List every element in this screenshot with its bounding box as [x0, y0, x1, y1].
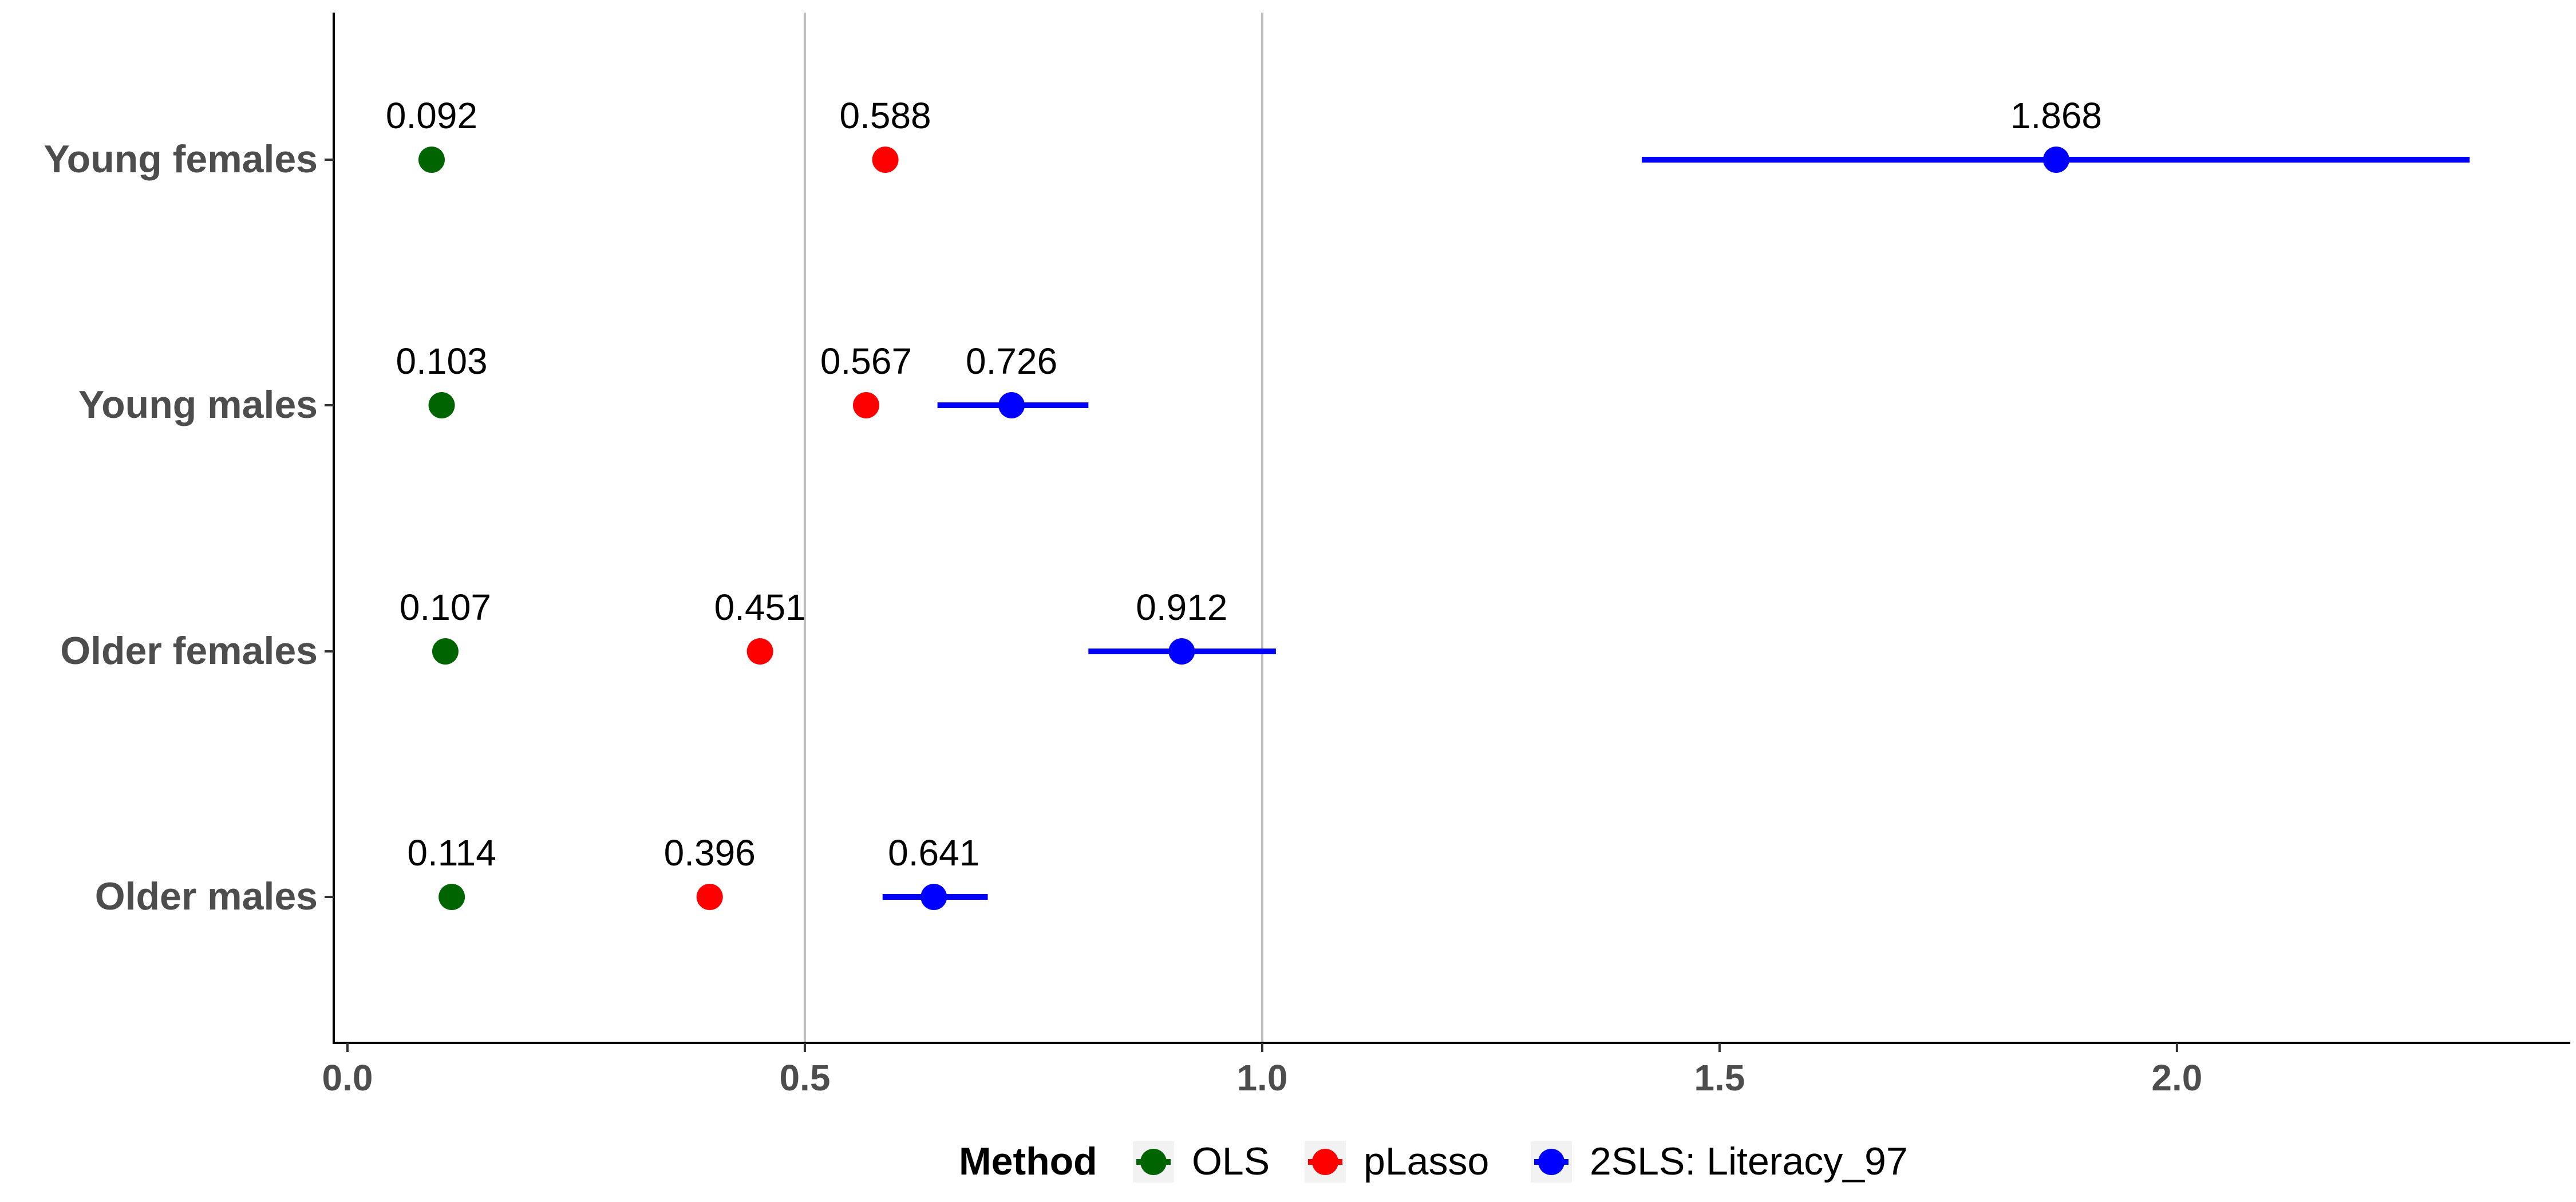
point-ols [428, 392, 455, 418]
y-category-label: Young males [78, 383, 318, 426]
y-category-label: Young females [44, 137, 318, 181]
data-label-ols: 0.103 [396, 341, 487, 382]
x-axis-ticks: 0.0 0.5 1.0 1.5 2.0 [322, 1043, 2202, 1098]
legend-title: Method [959, 1140, 1097, 1183]
point-plasso [853, 392, 880, 418]
x-tick-label: 0.0 [322, 1057, 373, 1098]
point-2sls-literacy-97 [2042, 147, 2069, 173]
legend-label-2sls-literacy-97: 2SLS: Literacy_97 [1590, 1140, 1908, 1183]
point-2sls-literacy-97 [998, 392, 1025, 418]
data-label-plasso: 0.588 [839, 95, 931, 136]
point-ols [432, 638, 459, 665]
legend: Method OLS pLasso 2SLS: Literacy_97 [959, 1140, 1908, 1183]
point-plasso [872, 147, 899, 173]
point-2sls-literacy-97 [920, 884, 947, 910]
data-label-2sls-literacy-97: 0.726 [966, 341, 1057, 382]
legend-key-point-ols [1140, 1149, 1167, 1175]
y-category-label: Older females [60, 629, 318, 673]
data-label-ols: 0.092 [386, 95, 477, 136]
data-label-plasso: 0.396 [664, 832, 756, 873]
x-tick-label: 1.0 [1236, 1057, 1287, 1098]
data-label-ols: 0.107 [400, 587, 491, 628]
legend-label-plasso: pLasso [1364, 1140, 1489, 1183]
x-tick-label: 2.0 [2151, 1057, 2202, 1098]
data-label-plasso: 0.567 [820, 341, 912, 382]
y-category-label: Older males [95, 875, 318, 918]
axes [333, 13, 2570, 1044]
data-marks: 0.092 0.103 0.107 0.114 0.588 0.567 0.451 0.396… [386, 95, 2470, 910]
data-label-plasso: 0.451 [714, 587, 806, 628]
point-plasso [696, 884, 723, 910]
data-label-2sls-literacy-97: 0.641 [888, 832, 979, 873]
legend-label-ols: OLS [1192, 1140, 1270, 1183]
point-ols [438, 884, 465, 910]
legend-key-point-plasso [1312, 1149, 1338, 1175]
x-tick-label: 0.5 [779, 1057, 830, 1098]
data-label-2sls-literacy-97: 1.868 [2010, 95, 2102, 136]
data-label-2sls-literacy-97: 0.912 [1136, 587, 1227, 628]
point-plasso [746, 638, 773, 665]
point-ols [418, 147, 445, 173]
x-tick-label: 1.5 [1694, 1057, 1745, 1098]
point-2sls-literacy-97 [1168, 638, 1195, 665]
data-label-ols: 0.114 [407, 832, 496, 873]
legend-key-point-2sls-literacy-97 [1538, 1149, 1564, 1175]
y-axis-categories: Young females Young males Older females Old… [44, 137, 334, 918]
reference-lines [803, 13, 1263, 1043]
